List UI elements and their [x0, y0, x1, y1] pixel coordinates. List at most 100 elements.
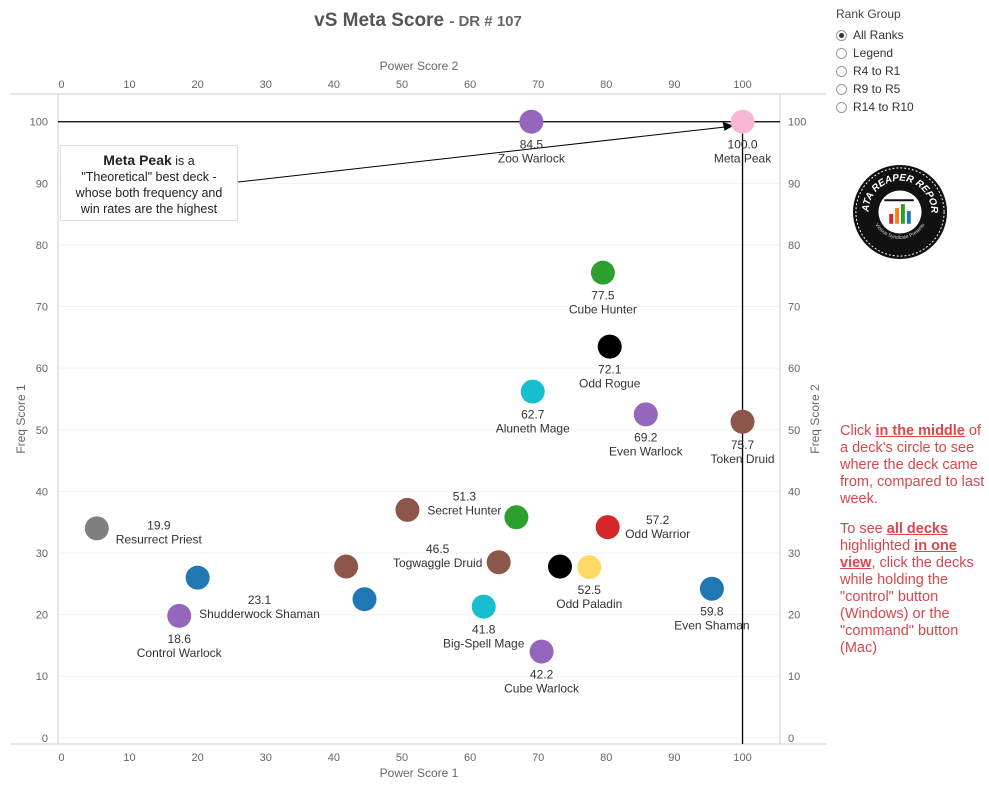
rank-option-legend[interactable]: Legend: [836, 44, 986, 62]
deck-score-label: 19.9: [147, 518, 171, 532]
y2-tick-label: 90: [788, 178, 800, 190]
deck-name-label: Even Warlock: [609, 444, 684, 458]
deck-point[interactable]: [519, 109, 544, 134]
y2-axis-title: Freq Score 2: [808, 384, 822, 454]
deck-point[interactable]: [730, 109, 755, 134]
y-tick-label: 100: [30, 117, 48, 129]
deck-name-label: Token Druid: [711, 452, 775, 466]
radio-icon[interactable]: [836, 83, 847, 95]
x2-tick-label: 40: [328, 79, 340, 91]
chart-title-main: vS Meta Score: [314, 10, 445, 31]
deck-score-label: 18.6: [168, 632, 192, 646]
x2-tick-label: 50: [396, 79, 408, 91]
deck-score-label: 51.3: [453, 489, 477, 503]
y-tick-label: 60: [36, 363, 48, 375]
x-tick-label: 80: [600, 752, 612, 764]
deck-point[interactable]: [529, 639, 554, 664]
instr-text: highlighted: [840, 538, 915, 554]
y2-tick-label: 0: [788, 733, 794, 745]
deck-score-label: 23.1: [248, 593, 272, 607]
chart-title: vS Meta Score - DR # 107: [0, 10, 836, 32]
deck-score-label: 69.2: [634, 430, 658, 444]
axes: 0010102020303040405050606070708080909010…: [10, 59, 826, 780]
data-points[interactable]: [84, 109, 755, 664]
y-tick-label: 70: [36, 302, 48, 314]
deck-point[interactable]: [699, 576, 724, 601]
y-axis-title: Freq Score 1: [14, 384, 28, 454]
y-tick-label: 90: [36, 178, 48, 190]
deck-point[interactable]: [504, 505, 529, 530]
x-tick-label: 50: [396, 752, 408, 764]
deck-name-label: Control Warlock: [137, 646, 223, 660]
deck-point[interactable]: [395, 497, 420, 522]
instr-highlight: in one view: [840, 538, 957, 571]
annotation-arrow-line: [237, 126, 728, 183]
rank-option-r14-r10[interactable]: R14 to R10: [836, 98, 986, 116]
y-tick-label: 80: [36, 240, 48, 252]
deck-score-label: 75.7: [731, 438, 755, 452]
x2-axis-title: Power Score 2: [380, 59, 459, 73]
annotation-line2: "Theoretical" best deck -: [81, 170, 217, 184]
deck-name-label: Aluneth Mage: [496, 422, 570, 436]
y-tick-label: 0: [42, 733, 48, 745]
deck-point[interactable]: [547, 554, 572, 579]
instr-text: , click the decks while holding the "con…: [840, 555, 974, 656]
deck-name-label: Shudderwock Shaman: [199, 607, 320, 621]
deck-name-label: Cube Hunter: [569, 303, 637, 317]
rank-option-all-ranks[interactable]: All Ranks: [836, 26, 986, 44]
x2-tick-label: 30: [260, 79, 272, 91]
deck-point[interactable]: [520, 379, 545, 404]
deck-name-label: Big-Spell Mage: [443, 637, 525, 651]
deck-name-label: Togwaggle Druid: [393, 556, 482, 570]
deck-point[interactable]: [590, 260, 615, 285]
x-tick-label: 60: [464, 752, 476, 764]
rank-option-r4-r1[interactable]: R4 to R1: [836, 62, 986, 80]
x-tick-label: 90: [668, 752, 680, 764]
x-tick-label: 100: [733, 752, 751, 764]
chart-title-sub: - DR # 107: [449, 13, 522, 30]
deck-point[interactable]: [352, 587, 377, 612]
x2-tick-label: 10: [123, 79, 135, 91]
rank-option-label: Legend: [853, 46, 894, 60]
deck-point[interactable]: [633, 402, 658, 427]
deck-score-label: 100.0: [728, 138, 758, 152]
x-tick-label: 10: [123, 752, 135, 764]
annotation-arrowhead: [722, 121, 734, 131]
deck-point[interactable]: [595, 515, 620, 540]
instructions-panel: Click in the middle of a deck's circle t…: [840, 423, 986, 670]
deck-score-label: 41.8: [472, 623, 496, 637]
deck-point[interactable]: [486, 550, 511, 575]
y2-tick-label: 30: [788, 548, 800, 560]
radio-icon[interactable]: [836, 65, 847, 77]
radio-icon[interactable]: [836, 47, 847, 59]
data-reaper-logo: DATA REAPER REPORT Vicious Syndicate Pre…: [851, 163, 948, 260]
x-tick-label: 30: [260, 752, 272, 764]
deck-point[interactable]: [334, 554, 359, 579]
x-tick-label: 70: [532, 752, 544, 764]
x-tick-label: 40: [328, 752, 340, 764]
radio-icon[interactable]: [836, 101, 847, 113]
deck-point[interactable]: [84, 516, 109, 541]
radio-selected-icon[interactable]: [836, 29, 847, 41]
deck-name-label: Even Shaman: [674, 619, 749, 633]
y-tick-label: 10: [36, 671, 48, 683]
scatter-chart: 0010102020303040405050606070708080909010…: [10, 59, 826, 780]
deck-score-label: 57.2: [646, 513, 670, 527]
deck-point[interactable]: [597, 334, 622, 359]
deck-name-label: Resurrect Priest: [116, 532, 203, 546]
annotation-rest1: is a: [171, 154, 195, 168]
deck-score-label: 62.7: [521, 408, 545, 422]
deck-point[interactable]: [471, 594, 496, 619]
y2-tick-label: 10: [788, 671, 800, 683]
deck-point[interactable]: [577, 555, 602, 580]
deck-point[interactable]: [730, 409, 755, 434]
y-tick-label: 30: [36, 548, 48, 560]
x-tick-label: 20: [192, 752, 204, 764]
y2-tick-label: 40: [788, 486, 800, 498]
deck-point[interactable]: [185, 565, 210, 590]
x2-tick-label: 90: [668, 79, 680, 91]
deck-point[interactable]: [167, 603, 192, 628]
rank-option-r9-r5[interactable]: R9 to R5: [836, 80, 986, 98]
annotation-line3: whose both frequency and: [75, 186, 223, 200]
